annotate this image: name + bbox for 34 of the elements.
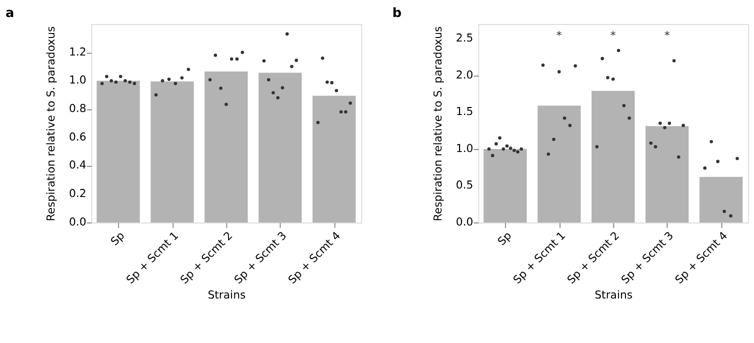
y-tick-label: 0.0 — [68, 215, 86, 228]
bar — [646, 126, 689, 222]
y-tick-label: 0.5 — [456, 178, 474, 192]
x-tick-label: Sp — [108, 229, 128, 248]
y-tick-label: 1.5 — [456, 105, 474, 118]
annotation: * — [664, 28, 670, 42]
y-axis-title: Respiration relative to S. paradoxus — [431, 26, 444, 222]
bar — [258, 72, 302, 222]
y-tick-label: 1.0 — [456, 142, 474, 155]
bar — [484, 148, 527, 222]
y-tick-label: 1.0 — [68, 74, 86, 87]
x-axis-title: Strains — [208, 288, 246, 302]
y-axis-title: Respiration relative to S. paradoxus — [44, 26, 58, 222]
y-tick-label: 0.4 — [68, 158, 86, 172]
bar — [699, 176, 743, 222]
annotation: * — [556, 28, 562, 42]
bar — [538, 106, 581, 222]
y-tick-label: 0.8 — [68, 102, 86, 116]
bar — [592, 90, 635, 222]
bar — [96, 80, 140, 222]
chart-title: b — [392, 6, 402, 22]
bar — [204, 72, 248, 222]
y-tick-label: 0.2 — [68, 187, 86, 200]
y-tick-label: 2.5 — [456, 32, 474, 45]
x-tick-label: Sp — [495, 229, 514, 248]
y-tick-label: 2.0 — [456, 68, 474, 82]
y-tick-label: 0.0 — [456, 215, 474, 228]
x-axis-title: Strains — [594, 288, 633, 302]
bar — [312, 96, 356, 222]
y-tick-label: 1.2 — [68, 45, 86, 58]
bar — [150, 81, 194, 222]
y-tick-label: 0.6 — [68, 130, 86, 144]
chart-title: a — [5, 6, 14, 22]
annotation: * — [610, 28, 616, 42]
